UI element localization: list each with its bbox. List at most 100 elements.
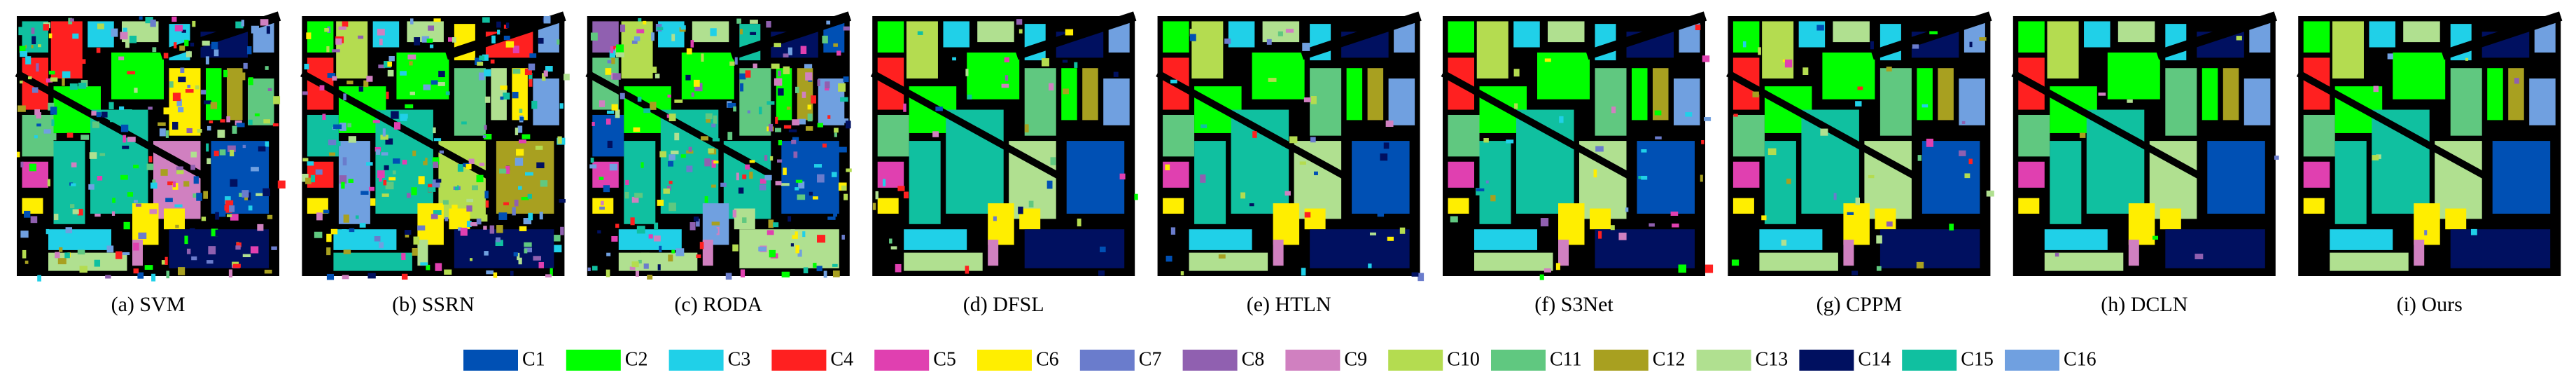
- map-noise: [1506, 139, 1514, 144]
- map-noise: [258, 146, 266, 152]
- map-region: [1474, 229, 1537, 250]
- map-noise: [471, 185, 478, 191]
- map-noise: [589, 164, 597, 169]
- map-noise: [120, 32, 128, 40]
- map-region: [1273, 203, 1300, 245]
- map-noise: [781, 271, 790, 277]
- map-region: [1843, 240, 1854, 266]
- map-noise: [738, 187, 744, 194]
- map-noise: [248, 77, 253, 85]
- map-noise: [189, 233, 192, 240]
- map-noise: [327, 73, 336, 78]
- map-noise: [1555, 263, 1560, 270]
- map-noise: [654, 222, 659, 230]
- map-noise: [889, 238, 892, 244]
- map-noise: [326, 46, 330, 53]
- map-noise: [505, 41, 514, 48]
- map-noise: [272, 123, 279, 127]
- classification-map: [870, 11, 1138, 276]
- map-noise: [1678, 264, 1686, 273]
- map-noise: [752, 63, 757, 69]
- map-noise: [159, 128, 166, 137]
- map-noise: [47, 179, 50, 186]
- map-noise: [363, 80, 369, 88]
- map-noise: [733, 106, 736, 112]
- map-noise: [750, 32, 757, 35]
- map-noise: [200, 90, 206, 95]
- map-noise: [788, 129, 797, 132]
- map-noise: [254, 113, 260, 117]
- legend-label: C16: [2064, 348, 2096, 370]
- map-region: [1448, 21, 1474, 53]
- map-noise: [108, 102, 114, 110]
- map-noise: [136, 170, 141, 179]
- map-region: [1163, 114, 1195, 157]
- map-noise: [326, 247, 331, 256]
- map-noise: [30, 216, 38, 224]
- map-region: [491, 68, 507, 121]
- map-noise: [538, 261, 544, 268]
- map-noise: [594, 174, 599, 183]
- map-noise: [262, 188, 270, 196]
- map-noise: [592, 266, 598, 271]
- map-noise: [316, 212, 323, 221]
- map-noise: [1685, 112, 1693, 117]
- map-region: [1352, 141, 1410, 214]
- legend-label: C2: [625, 348, 648, 370]
- map-region: [2450, 68, 2482, 136]
- map-noise: [62, 71, 71, 78]
- map-region: [1310, 229, 1410, 268]
- map-region: [248, 78, 274, 125]
- map-noise: [189, 228, 195, 236]
- map-noise: [550, 268, 553, 276]
- map-road: [1300, 11, 1422, 60]
- legend-label: C6: [1036, 348, 1059, 370]
- map-noise: [790, 229, 795, 235]
- map-noise: [1485, 180, 1489, 184]
- map-noise: [826, 20, 831, 25]
- map-noise: [55, 252, 60, 259]
- map-noise: [545, 274, 552, 277]
- map-noise: [2194, 254, 2204, 259]
- map-noise: [505, 22, 510, 29]
- map-noise: [80, 59, 86, 64]
- map-noise: [1761, 215, 1767, 221]
- map-noise: [484, 191, 489, 199]
- map-region: [307, 21, 334, 53]
- map-noise: [470, 222, 478, 226]
- map-noise: [134, 200, 138, 203]
- map-region: [2334, 141, 2367, 224]
- map-noise: [187, 84, 191, 88]
- map-noise: [2424, 230, 2428, 235]
- map-region: [1273, 240, 1284, 266]
- map-noise: [230, 78, 239, 82]
- map-noise: [822, 35, 828, 43]
- map-noise: [556, 39, 560, 45]
- map-noise: [43, 24, 50, 31]
- map-noise: [195, 85, 200, 90]
- map-noise: [428, 25, 435, 31]
- map-noise: [77, 249, 85, 255]
- map-region: [1595, 229, 1695, 268]
- map-noise: [402, 160, 407, 165]
- map-noise: [1285, 29, 1294, 33]
- map-region: [946, 109, 1004, 214]
- map-noise: [243, 62, 248, 69]
- map-region: [1732, 114, 1765, 157]
- map-noise: [263, 119, 271, 124]
- map-road: [15, 70, 208, 181]
- map-noise: [226, 214, 232, 217]
- map-noise: [129, 35, 137, 43]
- map-noise: [1949, 224, 1954, 231]
- map-noise: [774, 43, 782, 48]
- map-noise: [727, 132, 733, 140]
- map-noise: [486, 270, 494, 275]
- map-noise: [150, 182, 158, 189]
- map-noise: [209, 120, 214, 124]
- map-noise: [466, 221, 472, 228]
- map-noise: [531, 100, 538, 109]
- map-noise: [118, 106, 125, 110]
- map-noise: [127, 137, 136, 142]
- map-region: [1066, 141, 1125, 214]
- map-noise: [235, 21, 244, 29]
